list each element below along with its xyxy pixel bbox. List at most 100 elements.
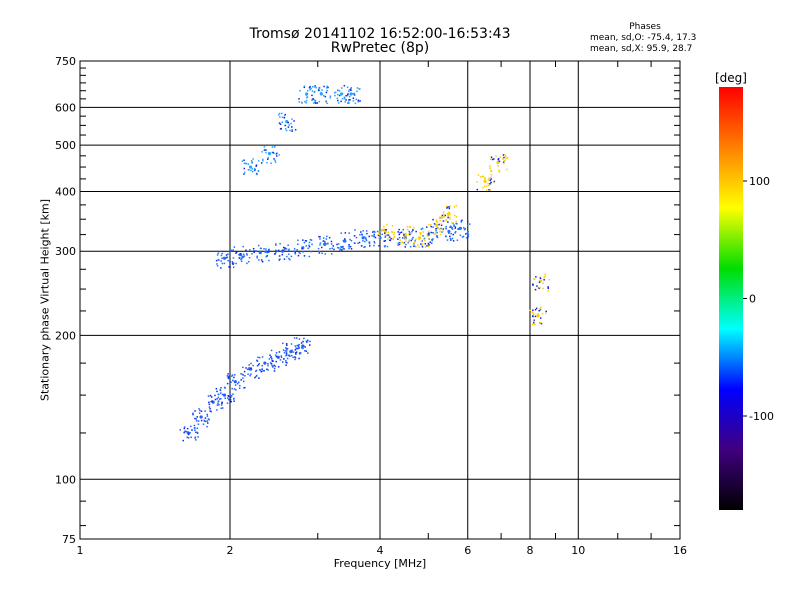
data-point (221, 401, 223, 404)
data-point (421, 240, 424, 242)
data-point (398, 233, 400, 236)
data-point (225, 254, 228, 256)
data-point (206, 420, 209, 422)
data-point (223, 262, 226, 265)
data-point (274, 159, 276, 162)
data-point (250, 373, 252, 375)
data-point (537, 313, 540, 315)
data-point (206, 413, 209, 416)
data-point (230, 400, 232, 403)
data-point (266, 368, 268, 371)
data-point (287, 244, 289, 247)
data-point (344, 232, 347, 234)
data-point (462, 235, 465, 238)
x-tick-label: 6 (464, 544, 471, 557)
data-point (345, 94, 347, 97)
data-point (305, 94, 308, 96)
data-point (466, 232, 469, 234)
data-point (337, 99, 339, 102)
data-point (504, 154, 506, 156)
data-point (195, 439, 197, 441)
data-point (291, 129, 293, 131)
data-point (252, 364, 254, 367)
data-point (538, 287, 540, 290)
data-point (354, 102, 357, 105)
data-point (347, 93, 349, 96)
data-point (291, 118, 293, 120)
data-point (383, 228, 385, 231)
data-point (337, 89, 339, 92)
data-point (197, 420, 200, 422)
data-point (289, 258, 291, 261)
data-point (545, 310, 547, 313)
data-point (263, 251, 266, 253)
data-point (294, 250, 296, 252)
data-point (495, 155, 497, 157)
data-point (210, 400, 212, 403)
data-point (543, 279, 545, 281)
data-point (464, 227, 467, 230)
data-point (442, 228, 444, 230)
data-point (321, 89, 323, 91)
data-point (294, 345, 297, 347)
data-point (336, 93, 339, 96)
data-point (531, 323, 534, 326)
data-point (302, 340, 304, 343)
data-point (244, 375, 246, 377)
data-point (261, 151, 263, 153)
data-point (301, 344, 305, 348)
data-point (275, 243, 277, 245)
data-point (406, 228, 409, 231)
data-point (356, 87, 359, 89)
data-point (386, 223, 388, 226)
data-point (270, 363, 273, 365)
data-point (220, 407, 222, 410)
data-point (452, 233, 455, 236)
data-point (322, 237, 325, 239)
data-point (368, 241, 370, 244)
data-point (283, 248, 286, 251)
data-point (403, 235, 406, 237)
data-point (330, 243, 333, 245)
data-point (278, 154, 280, 156)
data-point (276, 355, 280, 359)
data-point (241, 255, 244, 258)
data-point (234, 384, 237, 386)
data-point (313, 99, 316, 101)
data-point (195, 420, 198, 422)
data-point (402, 242, 405, 244)
data-point (242, 253, 245, 256)
data-point (248, 364, 250, 366)
data-point (301, 101, 303, 104)
data-point (539, 306, 542, 309)
data-point (544, 273, 546, 275)
data-point (418, 238, 421, 240)
data-point (342, 247, 344, 250)
data-point (227, 259, 229, 262)
data-point (213, 401, 215, 403)
data-point (242, 374, 245, 376)
data-point (308, 344, 311, 346)
data-point (446, 206, 449, 208)
data-point (270, 349, 273, 352)
data-point (321, 252, 323, 254)
data-point (251, 168, 254, 170)
data-point (216, 390, 218, 393)
data-point (246, 253, 248, 255)
data-point (343, 96, 346, 99)
data-point (383, 229, 387, 234)
data-point (307, 340, 309, 342)
data-point (429, 241, 431, 244)
data-point (412, 229, 414, 231)
data-point (285, 348, 288, 350)
data-point (504, 155, 507, 158)
data-point (299, 352, 302, 354)
data-point (322, 240, 325, 242)
data-point (323, 85, 325, 88)
data-point (318, 252, 321, 254)
data-point (539, 277, 542, 280)
data-point (299, 252, 301, 255)
data-point (363, 236, 366, 238)
data-point (263, 146, 266, 148)
data-point (404, 237, 407, 240)
